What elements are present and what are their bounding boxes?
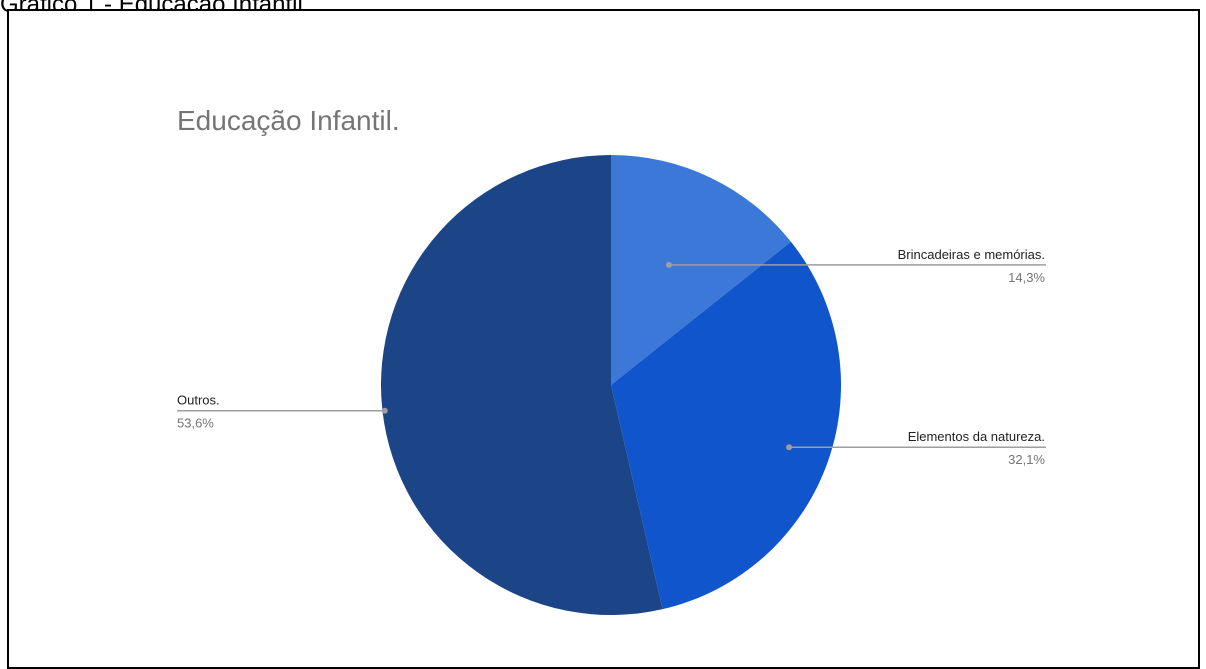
leader-dot-1 [665,261,672,268]
slice-label-2: Elementos da natureza. [908,429,1045,444]
pie-slice-3 [381,155,663,615]
chart-title: Educação Infantil. [177,105,400,136]
leader-dot-2 [786,444,793,451]
pie-slice-2 [611,241,841,610]
slice-label-1: Brincadeiras e memórias. [898,247,1045,262]
slice-label-3: Outros. [177,393,220,408]
slice-value-1: 14,3% [1008,270,1045,285]
pie-slice-1 [611,155,791,385]
slice-value-3: 53,6% [177,416,214,431]
slice-value-2: 32,1% [1008,452,1045,467]
leader-dot-3 [381,407,388,414]
